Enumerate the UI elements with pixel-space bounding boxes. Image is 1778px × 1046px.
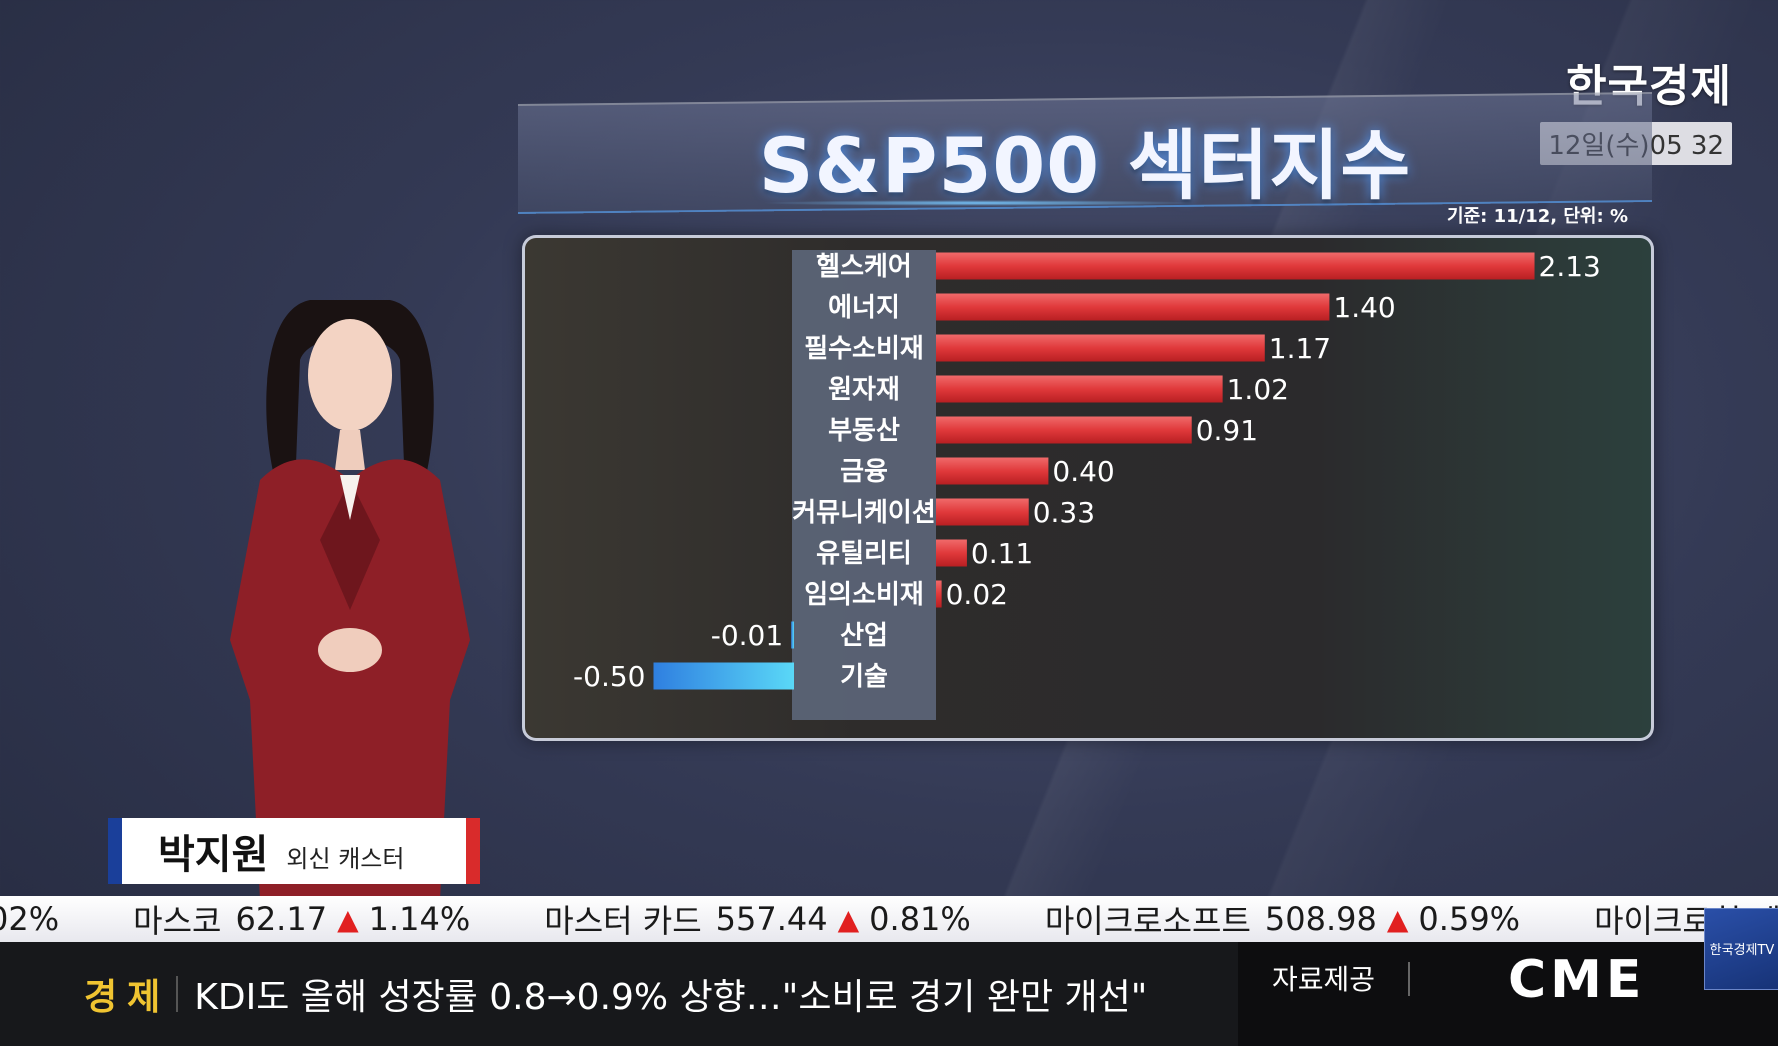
presenter-figure [230, 300, 470, 900]
source-label: 자료제공 [1272, 963, 1376, 996]
category-label: 필수소비재 [804, 334, 924, 364]
ticker-name: 마이크로소프트 [1044, 902, 1251, 940]
category-label: 헬스케어 [816, 252, 912, 282]
bar-필수소비재 [936, 334, 1265, 362]
data-label: 0.40 [1052, 455, 1114, 488]
category-label: 산업 [840, 621, 888, 651]
category-label: 기술 [840, 662, 888, 692]
news-divider [176, 976, 179, 1012]
ticker-change: 0.59% [1418, 900, 1521, 938]
data-label: 0.91 [1196, 414, 1258, 447]
bar-금융 [936, 457, 1049, 485]
source-panel [1238, 942, 1778, 1046]
source-divider [1408, 962, 1410, 996]
category-label: 금융 [840, 457, 888, 487]
data-label: 2.13 [1539, 250, 1601, 283]
data-label: 0.33 [1033, 496, 1095, 529]
bar-산업 [791, 621, 794, 649]
ticker-name: 마스터 카드 [544, 902, 702, 940]
data-label: 1.17 [1269, 332, 1331, 365]
ticker-change: 1.14% [368, 900, 471, 938]
ticker-item: 마스코 62.17 ▲ 1.14% [133, 896, 470, 942]
presenter-name: 박지원 [158, 832, 269, 878]
presenter-role: 외신 캐스터 [286, 844, 405, 873]
source-value: CME [1508, 950, 1646, 1010]
title-glow-line [760, 200, 1200, 206]
category-label: 커뮤니케이션 [792, 498, 936, 528]
news-headline: KDI도 올해 성장률 0.8→0.9% 상향…"소비로 경기 완만 개선" [194, 977, 1148, 1018]
ticker-item: 마이크로소프트 508.98 ▲ 0.59% [1045, 896, 1520, 942]
channel-badge: 한국경제TV [1704, 908, 1778, 990]
ticker-item: 02% [0, 900, 59, 938]
category-label: 유틸리티 [816, 539, 912, 569]
category-label: 부동산 [828, 416, 900, 446]
category-label-column [792, 250, 936, 720]
category-label: 에너지 [828, 293, 900, 323]
chart-title: S&P500 섹터지수 [758, 121, 1412, 210]
ticker-price: 62.17 [235, 900, 328, 938]
bar-임의소비재 [936, 580, 942, 608]
bar-유틸리티 [936, 539, 967, 567]
category-label: 원자재 [828, 375, 900, 405]
ticker-price: 557.44 [715, 900, 828, 938]
news-category: 경제 [84, 977, 171, 1018]
ticker-price: 508.98 [1264, 900, 1377, 938]
bar-커뮤니케이션 [936, 498, 1029, 526]
data-label: -0.50 [573, 660, 645, 693]
ticker-name: 마스코 [133, 902, 222, 940]
bar-원자재 [936, 375, 1223, 403]
bar-부동산 [936, 416, 1192, 444]
ticker-change: 02% [0, 900, 60, 938]
ticker-change: 0.81% [869, 900, 971, 938]
category-label: 임의소비재 [804, 580, 924, 610]
up-triangle-icon: ▲ [837, 902, 860, 936]
up-triangle-icon: ▲ [1386, 902, 1409, 936]
basis-note: 기준: 11/12, 단위: % [1447, 206, 1628, 227]
up-triangle-icon: ▲ [337, 902, 359, 936]
bar-헬스케어 [936, 252, 1535, 280]
data-label: 1.40 [1333, 291, 1395, 324]
stock-ticker: 02% 마스코 62.17 ▲ 1.14% 마스터 카드 557.44 ▲ 0.… [0, 896, 1778, 942]
bar-에너지 [936, 293, 1330, 321]
bar-기술 [653, 662, 794, 690]
data-label: 0.11 [971, 537, 1033, 570]
presenter-name-tag: 박지원 외신 캐스터 [108, 818, 480, 884]
ticker-item: 마스터 카드 557.44 ▲ 0.81% [544, 896, 971, 942]
data-label: 1.02 [1227, 373, 1289, 406]
data-label: -0.01 [711, 619, 783, 652]
data-label: 0.02 [946, 578, 1008, 611]
